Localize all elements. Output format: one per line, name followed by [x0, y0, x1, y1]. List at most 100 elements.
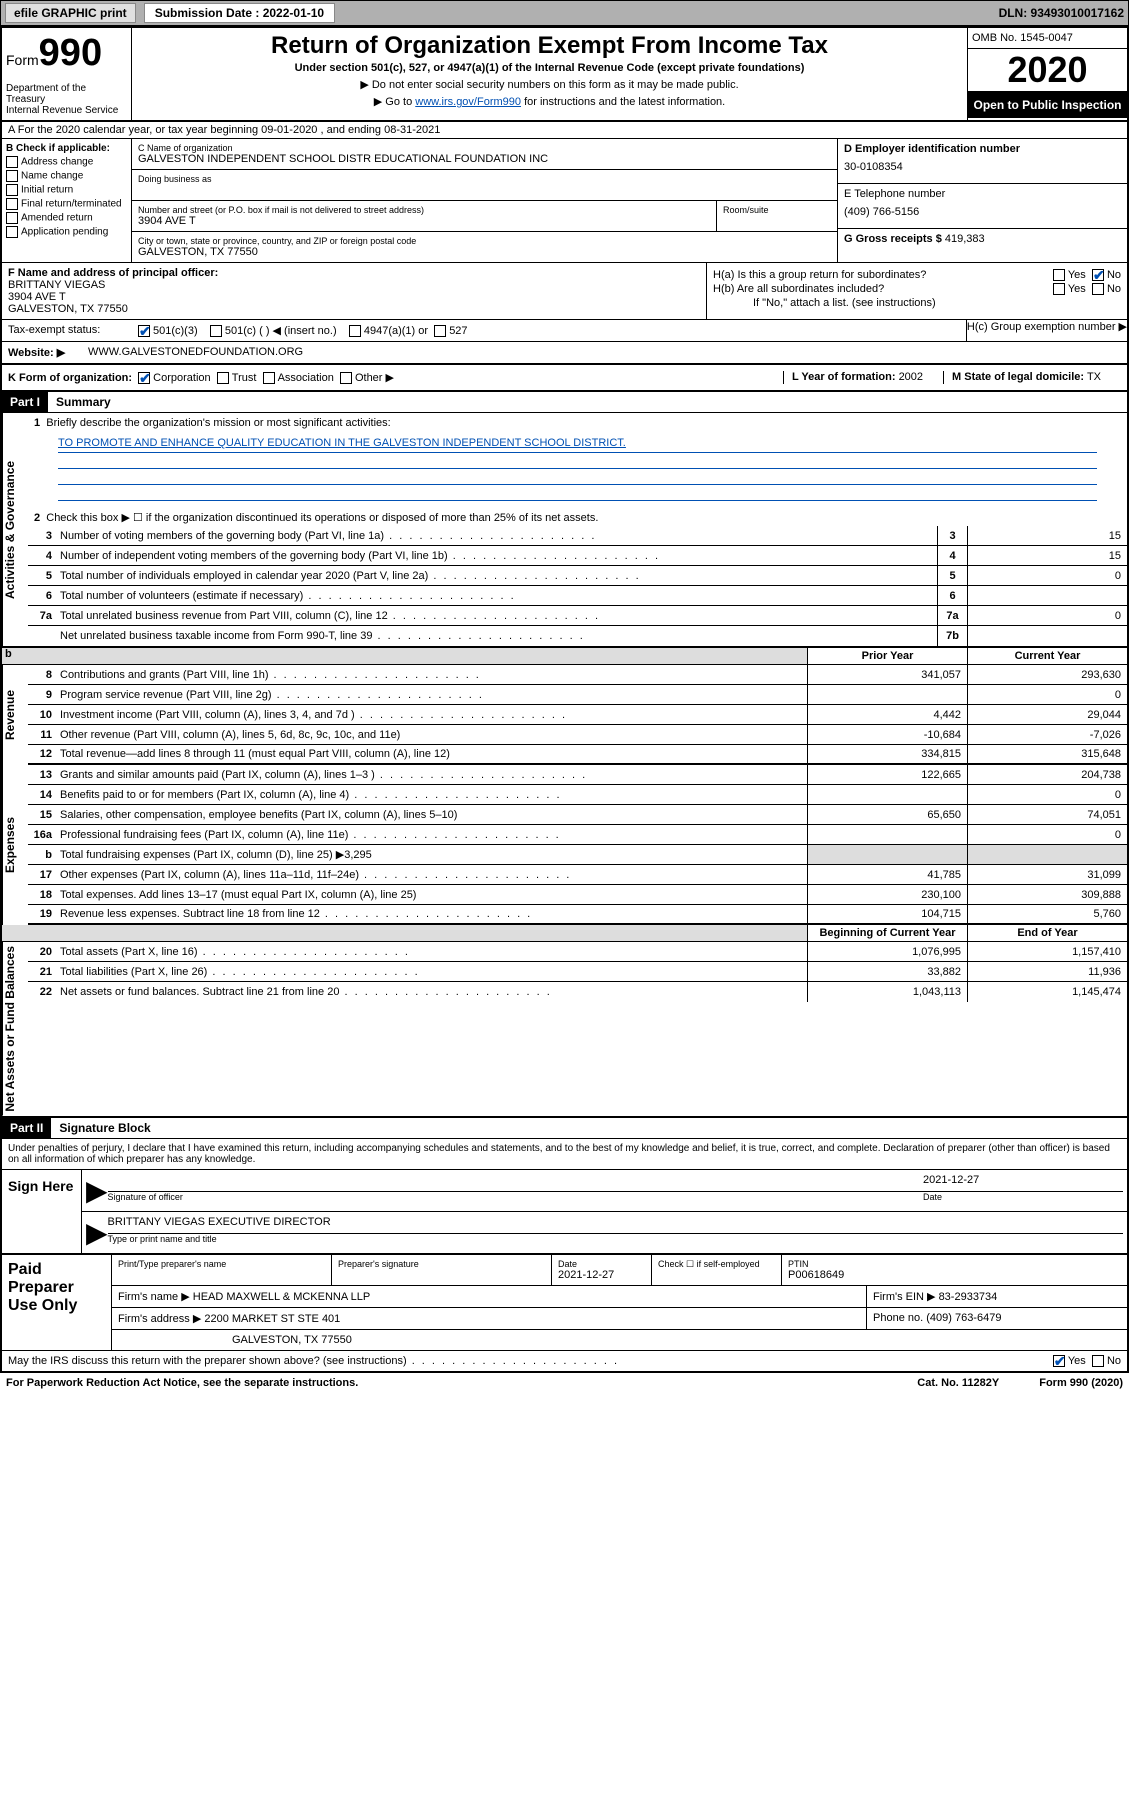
chk-app-pending[interactable] — [6, 226, 18, 238]
lbl-yes3: Yes — [1068, 1355, 1086, 1367]
city-value: GALVESTON, TX 77550 — [138, 246, 831, 258]
line9-prior — [807, 685, 967, 704]
discuss-question: May the IRS discuss this return with the… — [8, 1355, 619, 1367]
chk-discuss-yes[interactable] — [1053, 1355, 1065, 1367]
domicile: TX — [1087, 371, 1101, 383]
lbl-initial-return: Initial return — [21, 185, 73, 196]
line12-curr: 315,648 — [967, 745, 1127, 763]
sig-name-label: Type or print name and title — [108, 1234, 1123, 1244]
section-b-header: B Check if applicable: — [6, 143, 127, 154]
hc-label: H(c) Group exemption number ▶ — [966, 320, 1127, 341]
line17-prior: 41,785 — [807, 865, 967, 884]
line14-desc: Benefits paid to or for members (Part IX… — [56, 787, 807, 803]
firm-addr-label: Firm's address ▶ — [118, 1313, 201, 1325]
lbl-no3: No — [1107, 1355, 1121, 1367]
line18-curr: 309,888 — [967, 885, 1127, 904]
officer-label: F Name and address of principal officer: — [8, 267, 700, 279]
line3-desc: Number of voting members of the governin… — [56, 528, 937, 544]
ha-label: H(a) Is this a group return for subordin… — [713, 269, 1053, 281]
open-public-badge: Open to Public Inspection — [968, 92, 1127, 118]
chk-assoc[interactable] — [263, 372, 275, 384]
chk-ha-yes[interactable] — [1053, 269, 1065, 281]
line16a-desc: Professional fundraising fees (Part IX, … — [56, 827, 807, 843]
chk-address-change[interactable] — [6, 156, 18, 168]
form-footer: Form 990 (2020) — [1039, 1377, 1123, 1389]
prep-date-label: Date — [558, 1259, 645, 1269]
part2-header: Part II — [2, 1118, 51, 1138]
line21-desc: Total liabilities (Part X, line 26) — [56, 964, 807, 980]
street-label: Number and street (or P.O. box if mail i… — [138, 205, 710, 215]
irs-link[interactable]: www.irs.gov/Form990 — [415, 96, 521, 108]
ein-value: 30-0108354 — [844, 155, 1121, 179]
domicile-label: M State of legal domicile: — [952, 371, 1084, 383]
chk-discuss-no[interactable] — [1092, 1355, 1104, 1367]
year-formation-label: L Year of formation: — [792, 371, 896, 383]
chk-ha-no[interactable] — [1092, 269, 1104, 281]
gross-value: 419,383 — [945, 233, 985, 245]
chk-527[interactable] — [434, 325, 446, 337]
prep-date: 2021-12-27 — [558, 1269, 645, 1281]
room-label: Room/suite — [723, 205, 831, 215]
chk-name-change[interactable] — [6, 170, 18, 182]
lbl-amended: Amended return — [21, 213, 93, 224]
lbl-name-change: Name change — [21, 171, 83, 182]
line20-desc: Total assets (Part X, line 16) — [56, 944, 807, 960]
ptin-label: PTIN — [788, 1259, 1121, 1269]
form-subtitle: Under section 501(c), 527, or 4947(a)(1)… — [140, 62, 959, 74]
firm-city: GALVESTON, TX 77550 — [112, 1330, 1127, 1350]
line7a-desc: Total unrelated business revenue from Pa… — [56, 608, 937, 624]
line9-desc: Program service revenue (Part VIII, line… — [56, 687, 807, 703]
chk-hb-no[interactable] — [1092, 283, 1104, 295]
chk-amended[interactable] — [6, 212, 18, 224]
line15-prior: 65,650 — [807, 805, 967, 824]
line20-curr: 1,157,410 — [967, 942, 1127, 961]
topbar: efile GRAPHIC print Submission Date : 20… — [0, 0, 1129, 26]
sig-officer-label: Signature of officer — [108, 1192, 923, 1202]
chk-trust[interactable] — [217, 372, 229, 384]
line8-prior: 341,057 — [807, 665, 967, 684]
sig-date: 2021-12-27 — [923, 1174, 1123, 1192]
current-year-hdr: Current Year — [967, 648, 1127, 664]
line21-prior: 33,882 — [807, 962, 967, 981]
sig-date-label: Date — [923, 1192, 1123, 1202]
part2-title: Signature Block — [51, 1118, 158, 1138]
line6-desc: Total number of volunteers (estimate if … — [56, 588, 937, 604]
efile-print-button[interactable]: efile GRAPHIC print — [5, 3, 136, 23]
hb-label: H(b) Are all subordinates included? — [713, 283, 1053, 295]
chk-initial-return[interactable] — [6, 184, 18, 196]
prep-selfemp-label: Check ☐ if self-employed — [658, 1259, 775, 1270]
firm-phone: (409) 763-6479 — [926, 1312, 1001, 1324]
line11-prior: -10,684 — [807, 725, 967, 744]
cat-number: Cat. No. 11282Y — [917, 1377, 999, 1389]
chk-corp[interactable] — [138, 372, 150, 384]
dln: DLN: 93493010017162 — [999, 6, 1124, 20]
mission-text[interactable]: TO PROMOTE AND ENHANCE QUALITY EDUCATION… — [58, 437, 626, 449]
prior-year-hdr: Prior Year — [807, 648, 967, 664]
form-word: Form — [6, 52, 39, 68]
line11-curr: -7,026 — [967, 725, 1127, 744]
form-body: Form990 Department of the Treasury Inter… — [0, 26, 1129, 1373]
paid-preparer-label: Paid Preparer Use Only — [2, 1255, 112, 1350]
chk-4947[interactable] — [349, 325, 361, 337]
lbl-trust: Trust — [232, 372, 257, 384]
line19-desc: Revenue less expenses. Subtract line 18 … — [56, 906, 807, 922]
website-label: Website: ▶ — [2, 342, 82, 363]
line22-curr: 1,145,474 — [967, 982, 1127, 1002]
org-name-label: C Name of organization — [138, 143, 831, 153]
line4-val: 15 — [967, 546, 1127, 565]
lbl-app-pending: Application pending — [21, 227, 108, 238]
chk-final-return[interactable] — [6, 198, 18, 210]
line9-curr: 0 — [967, 685, 1127, 704]
line16a-curr: 0 — [967, 825, 1127, 844]
chk-501c3[interactable] — [138, 325, 150, 337]
line17-curr: 31,099 — [967, 865, 1127, 884]
lbl-501c3: 501(c)(3) — [153, 325, 198, 337]
chk-hb-yes[interactable] — [1053, 283, 1065, 295]
submission-date: Submission Date : 2022-01-10 — [144, 3, 335, 23]
prep-sig-label: Preparer's signature — [338, 1259, 545, 1269]
line18-desc: Total expenses. Add lines 13–17 (must eq… — [56, 887, 807, 903]
chk-501c[interactable] — [210, 325, 222, 337]
tab-revenue: Revenue — [2, 665, 28, 765]
chk-other[interactable] — [340, 372, 352, 384]
form-number: 990 — [39, 32, 102, 74]
